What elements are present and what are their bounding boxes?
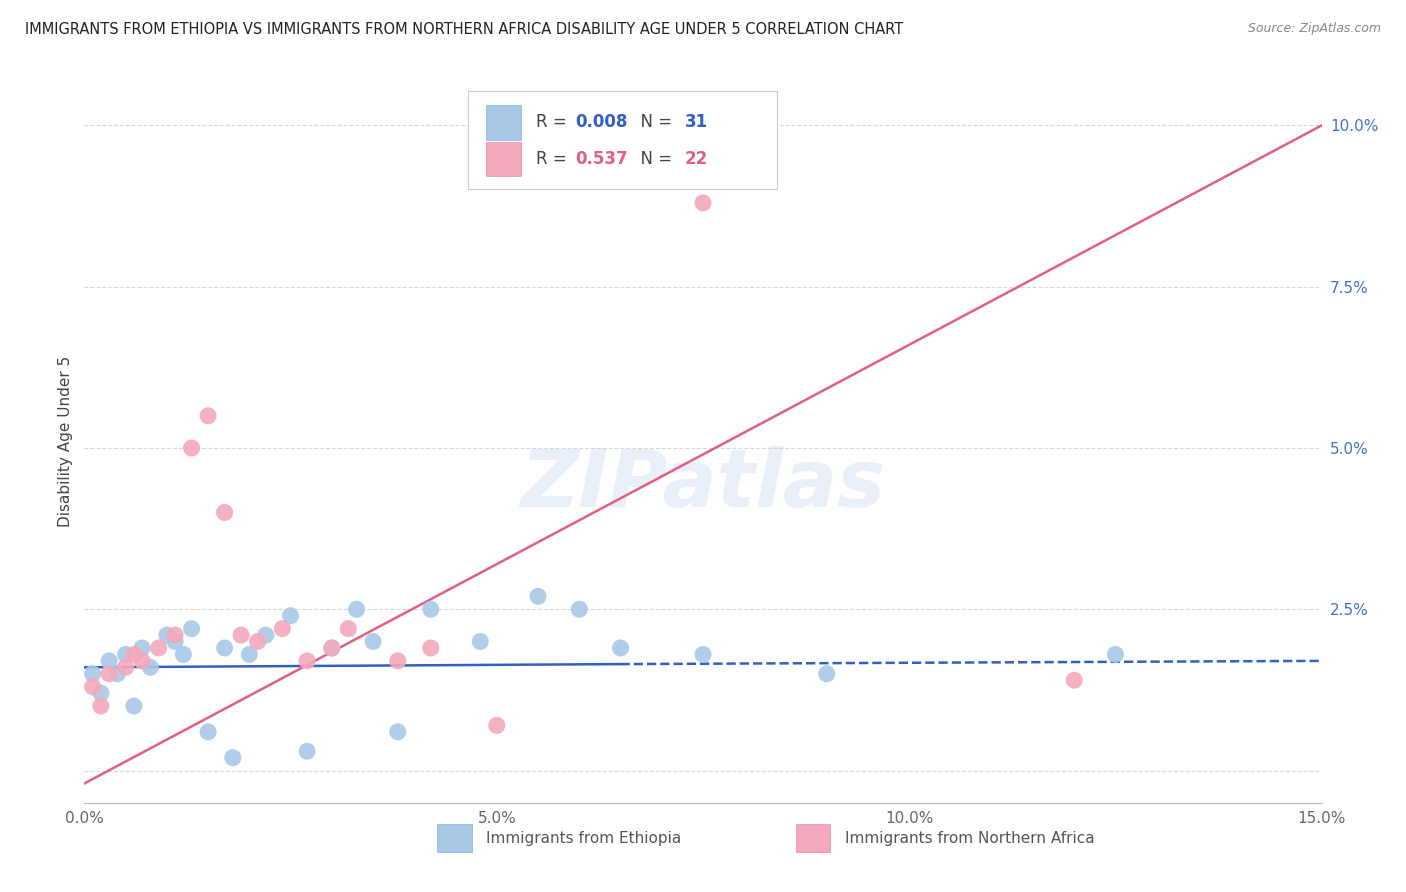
Point: [98, 654, 121, 668]
Text: Source: ZipAtlas.com: Source: ZipAtlas.com: [1247, 22, 1381, 36]
Point: [114, 648, 136, 662]
Point: [280, 608, 302, 623]
Bar: [486, 142, 522, 177]
Point: [238, 648, 260, 662]
Point: [419, 602, 441, 616]
Point: [90, 699, 112, 714]
Point: [156, 628, 179, 642]
Point: [222, 750, 245, 764]
Point: [148, 640, 170, 655]
Text: 31: 31: [685, 113, 707, 131]
Point: [815, 666, 838, 681]
Text: 0.008: 0.008: [575, 113, 628, 131]
Point: [470, 634, 492, 648]
Y-axis label: Disability Age Under 5: Disability Age Under 5: [58, 356, 73, 527]
Point: [271, 622, 294, 636]
Text: Immigrants from Northern Africa: Immigrants from Northern Africa: [845, 830, 1095, 846]
Point: [229, 628, 252, 642]
Text: 0.537: 0.537: [575, 150, 628, 168]
FancyBboxPatch shape: [468, 91, 778, 189]
Text: ZIPatlas: ZIPatlas: [520, 446, 886, 524]
Point: [122, 699, 145, 714]
Point: [165, 628, 187, 642]
Text: N =: N =: [630, 113, 678, 131]
Point: [172, 648, 194, 662]
Point: [180, 622, 202, 636]
Bar: [796, 824, 831, 852]
Point: [246, 634, 269, 648]
Point: [609, 640, 631, 655]
Point: [122, 648, 145, 662]
Point: [214, 506, 236, 520]
Point: [295, 744, 318, 758]
Point: [337, 622, 360, 636]
Point: [197, 724, 219, 739]
Point: [98, 666, 121, 681]
Bar: [486, 105, 522, 139]
Point: [1063, 673, 1085, 688]
Text: N =: N =: [630, 150, 678, 168]
Point: [321, 640, 343, 655]
Point: [692, 195, 714, 210]
Point: [419, 640, 441, 655]
Point: [131, 654, 153, 668]
Point: [568, 602, 591, 616]
Text: R =: R =: [536, 113, 572, 131]
Point: [197, 409, 219, 423]
Point: [82, 666, 104, 681]
Text: Immigrants from Ethiopia: Immigrants from Ethiopia: [486, 830, 682, 846]
Point: [387, 724, 409, 739]
Point: [105, 666, 128, 681]
Point: [692, 648, 714, 662]
Text: IMMIGRANTS FROM ETHIOPIA VS IMMIGRANTS FROM NORTHERN AFRICA DISABILITY AGE UNDER: IMMIGRANTS FROM ETHIOPIA VS IMMIGRANTS F…: [25, 22, 904, 37]
Point: [139, 660, 162, 674]
Point: [131, 640, 153, 655]
Point: [361, 634, 384, 648]
Point: [254, 628, 277, 642]
Point: [114, 660, 136, 674]
Point: [214, 640, 236, 655]
Point: [295, 654, 318, 668]
Point: [90, 686, 112, 700]
Point: [527, 590, 550, 604]
Point: [321, 640, 343, 655]
Point: [1104, 648, 1126, 662]
Point: [485, 718, 508, 732]
Point: [82, 680, 104, 694]
Point: [165, 634, 187, 648]
Point: [387, 654, 409, 668]
Point: [346, 602, 368, 616]
Bar: [437, 824, 471, 852]
Text: 22: 22: [685, 150, 707, 168]
Point: [180, 441, 202, 455]
Text: R =: R =: [536, 150, 572, 168]
